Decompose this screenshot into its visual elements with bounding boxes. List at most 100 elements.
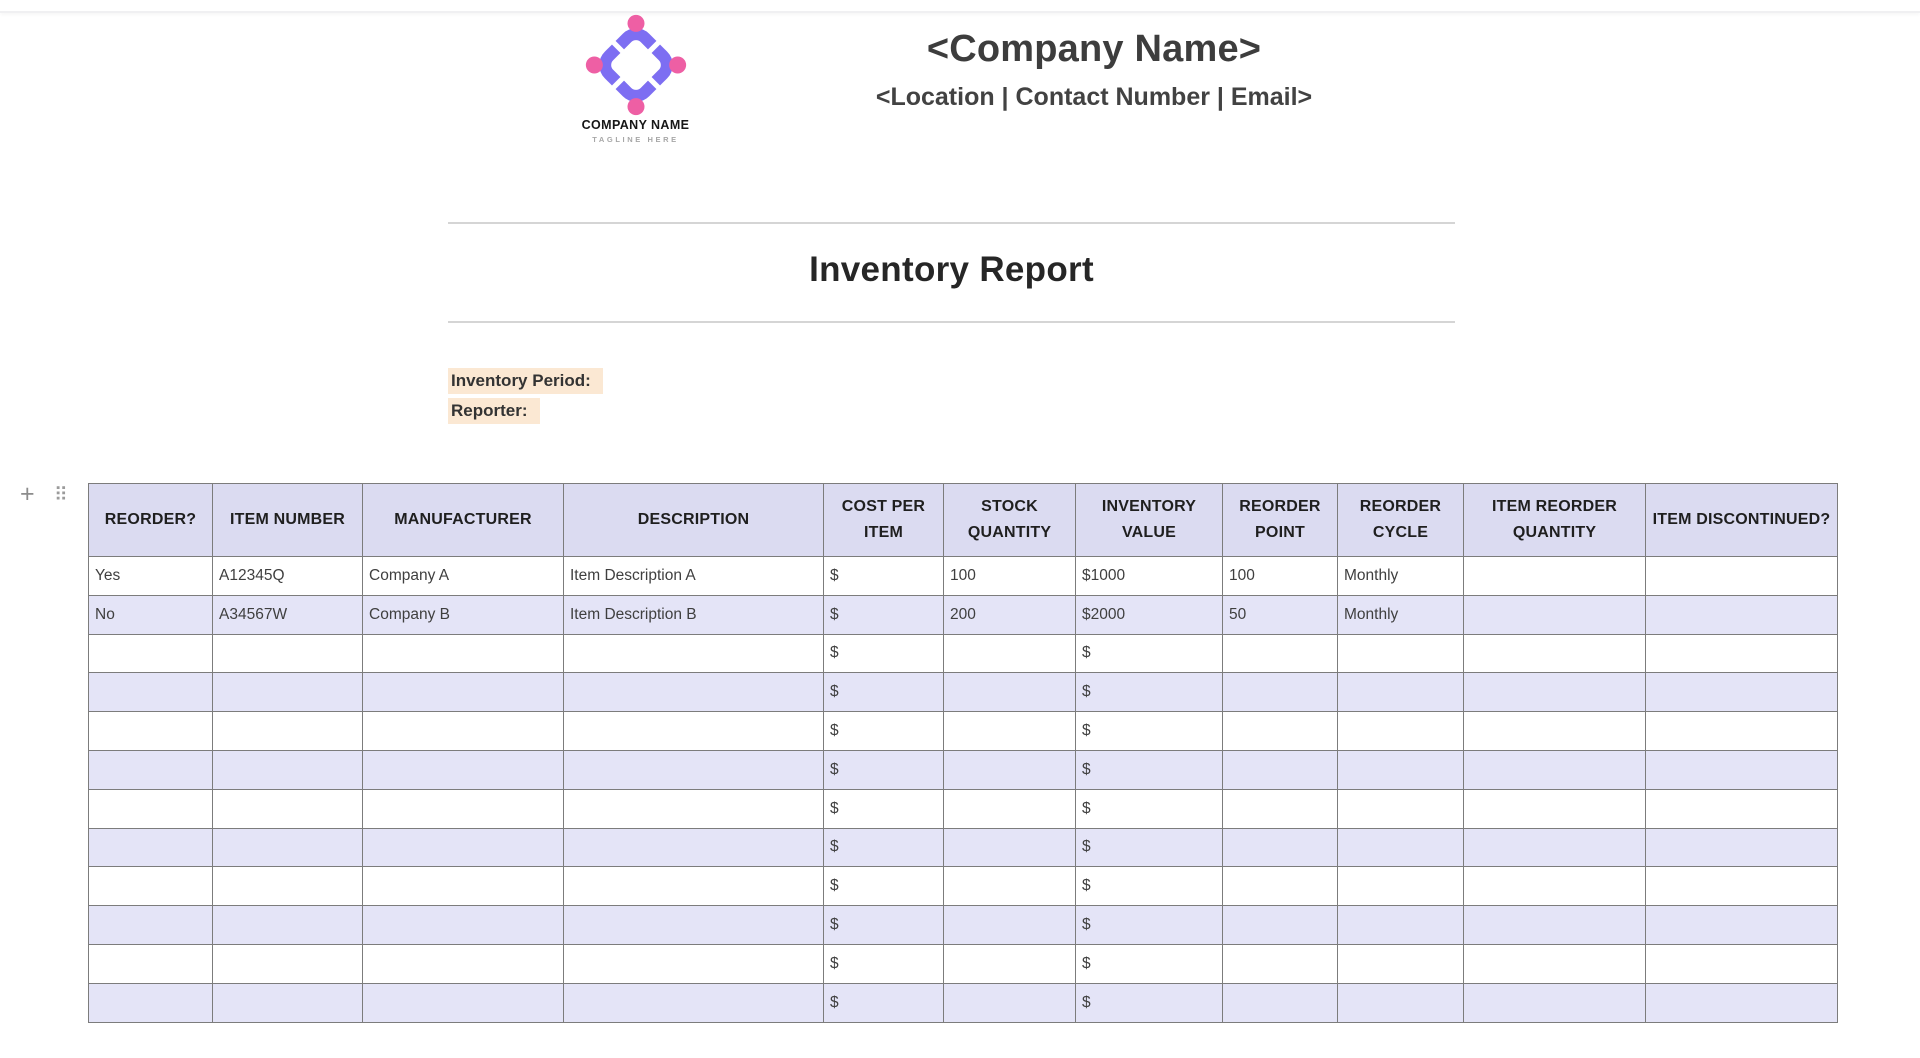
table-cell[interactable] (212, 982, 363, 1023)
table-cell[interactable] (1222, 749, 1338, 790)
table-cell[interactable] (943, 788, 1076, 829)
table-cell[interactable] (1222, 905, 1338, 945)
table-cell[interactable] (563, 827, 824, 868)
table-cell[interactable] (1645, 556, 1838, 596)
table-cell[interactable]: $2000 (1075, 594, 1223, 635)
table-cell[interactable]: $ (1075, 982, 1223, 1023)
table-cell[interactable] (1645, 866, 1838, 907)
table-cell[interactable]: $ (823, 905, 944, 945)
table-cell[interactable] (212, 711, 363, 751)
table-cell[interactable]: $ (823, 633, 944, 674)
column-header[interactable]: MANUFACTURER (362, 483, 564, 557)
table-cell[interactable] (1645, 905, 1838, 945)
table-cell[interactable] (1645, 982, 1838, 1023)
table-cell[interactable] (362, 672, 564, 713)
table-cell[interactable]: Company A (362, 556, 564, 596)
table-cell[interactable] (1645, 633, 1838, 674)
reporter-label[interactable]: Reporter: (448, 398, 540, 424)
table-cell[interactable]: Company B (362, 594, 564, 635)
table-cell[interactable]: $ (1075, 943, 1223, 984)
table-cell[interactable] (1337, 943, 1464, 984)
table-cell[interactable]: $1000 (1075, 556, 1223, 596)
table-cell[interactable] (1222, 711, 1338, 751)
table-cell[interactable] (88, 749, 213, 790)
table-cell[interactable] (1463, 866, 1646, 907)
table-cell[interactable] (563, 905, 824, 945)
table-cell[interactable]: $ (1075, 672, 1223, 713)
table-cell[interactable]: 100 (1222, 556, 1338, 596)
table-cell[interactable]: $ (823, 672, 944, 713)
table-cell[interactable]: 200 (943, 594, 1076, 635)
table-cell[interactable] (563, 749, 824, 790)
table-cell[interactable] (1645, 788, 1838, 829)
table-cell[interactable]: Item Description A (563, 556, 824, 596)
table-cell[interactable] (362, 866, 564, 907)
table-cell[interactable]: $ (1075, 633, 1223, 674)
table-cell[interactable] (362, 982, 564, 1023)
table-cell[interactable] (1337, 982, 1464, 1023)
table-cell[interactable]: $ (823, 594, 944, 635)
table-cell[interactable] (1222, 866, 1338, 907)
add-block-icon[interactable]: + (20, 480, 35, 508)
table-cell[interactable] (1337, 866, 1464, 907)
table-cell[interactable] (88, 672, 213, 713)
table-cell[interactable]: A12345Q (212, 556, 363, 596)
table-cell[interactable]: $ (823, 827, 944, 868)
table-cell[interactable] (88, 788, 213, 829)
table-cell[interactable] (1337, 905, 1464, 945)
table-cell[interactable] (362, 827, 564, 868)
table-cell[interactable]: $ (1075, 788, 1223, 829)
table-cell[interactable] (212, 827, 363, 868)
table-cell[interactable] (1337, 633, 1464, 674)
table-cell[interactable]: $ (1075, 827, 1223, 868)
column-header[interactable]: DESCRIPTION (563, 483, 824, 557)
table-cell[interactable] (1222, 982, 1338, 1023)
table-cell[interactable] (563, 943, 824, 984)
table-cell[interactable] (88, 633, 213, 674)
table-cell[interactable]: $ (1075, 749, 1223, 790)
drag-handle-icon[interactable]: ⠿ (54, 485, 68, 506)
table-cell[interactable] (1645, 594, 1838, 635)
table-cell[interactable] (1337, 749, 1464, 790)
table-cell[interactable]: 100 (943, 556, 1076, 596)
table-cell[interactable] (1645, 749, 1838, 790)
table-cell[interactable] (1337, 827, 1464, 868)
table-cell[interactable] (1222, 633, 1338, 674)
table-cell[interactable] (1463, 749, 1646, 790)
table-cell[interactable] (943, 749, 1076, 790)
table-cell[interactable]: $ (1075, 905, 1223, 945)
table-cell[interactable] (943, 905, 1076, 945)
table-cell[interactable] (563, 633, 824, 674)
table-cell[interactable]: $ (823, 749, 944, 790)
column-header[interactable]: REORDER? (88, 483, 213, 557)
table-cell[interactable] (1222, 827, 1338, 868)
table-cell[interactable]: $ (823, 982, 944, 1023)
table-cell[interactable] (1337, 788, 1464, 829)
table-cell[interactable] (1463, 788, 1646, 829)
column-header[interactable]: COST PER ITEM (823, 483, 944, 557)
column-header[interactable]: REORDER CYCLE (1337, 483, 1464, 557)
table-cell[interactable]: $ (823, 943, 944, 984)
table-cell[interactable]: $ (823, 866, 944, 907)
table-cell[interactable] (1337, 672, 1464, 713)
table-cell[interactable] (212, 866, 363, 907)
table-cell[interactable] (563, 788, 824, 829)
table-cell[interactable]: Item Description B (563, 594, 824, 635)
table-cell[interactable] (943, 633, 1076, 674)
column-header[interactable]: INVENTORY VALUE (1075, 483, 1223, 557)
table-cell[interactable]: $ (1075, 711, 1223, 751)
column-header[interactable]: ITEM NUMBER (212, 483, 363, 557)
table-cell[interactable] (212, 749, 363, 790)
table-cell[interactable] (212, 788, 363, 829)
table-cell[interactable] (1463, 982, 1646, 1023)
table-cell[interactable]: $ (823, 788, 944, 829)
table-cell[interactable]: Monthly (1337, 556, 1464, 596)
table-cell[interactable] (1645, 711, 1838, 751)
table-cell[interactable] (943, 827, 1076, 868)
column-header[interactable]: ITEM REORDER QUANTITY (1463, 483, 1646, 557)
table-cell[interactable]: Monthly (1337, 594, 1464, 635)
table-cell[interactable] (212, 943, 363, 984)
table-cell[interactable] (943, 672, 1076, 713)
table-cell[interactable]: $ (823, 711, 944, 751)
table-cell[interactable] (1222, 943, 1338, 984)
